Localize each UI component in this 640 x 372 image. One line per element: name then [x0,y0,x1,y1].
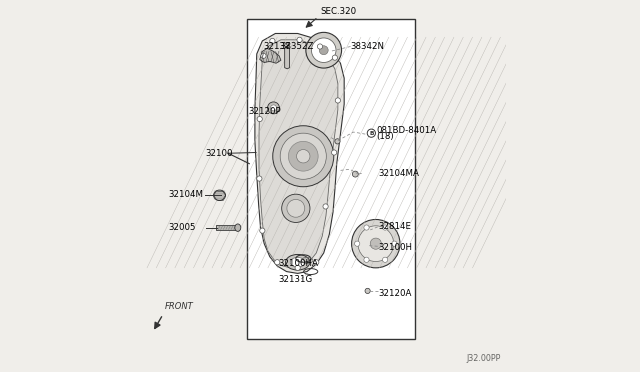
Text: 32120P: 32120P [248,107,281,116]
Circle shape [280,133,326,179]
Circle shape [319,46,328,55]
Circle shape [260,228,265,233]
Text: 32100HA: 32100HA [278,259,318,268]
Text: 32104M: 32104M [168,190,204,199]
Circle shape [287,199,305,217]
Text: 32104MA: 32104MA [379,169,420,178]
Polygon shape [255,33,344,273]
Bar [248,19,415,339]
Circle shape [295,265,300,270]
Text: 38342N: 38342N [351,42,385,51]
Circle shape [270,38,275,44]
Circle shape [271,105,276,111]
Ellipse shape [214,190,225,201]
Circle shape [312,38,336,62]
Circle shape [365,288,370,294]
Ellipse shape [285,254,310,270]
Circle shape [289,141,318,171]
Text: 38352Z: 38352Z [280,42,314,51]
Text: (18): (18) [376,132,394,141]
Text: 32100H: 32100H [379,243,413,251]
Circle shape [296,150,310,163]
Text: J32.00PP: J32.00PP [466,354,500,363]
Polygon shape [285,46,289,69]
Circle shape [297,37,302,42]
Circle shape [383,257,388,262]
Circle shape [257,116,262,122]
Circle shape [332,150,337,155]
Circle shape [392,241,397,246]
Circle shape [358,226,394,262]
Circle shape [351,219,400,268]
Text: 32100: 32100 [205,149,233,158]
Text: 32137: 32137 [264,42,291,51]
Bar [216,225,238,230]
Circle shape [323,204,328,209]
Circle shape [364,225,369,230]
Text: 081BD-8401A: 081BD-8401A [376,126,436,135]
Circle shape [370,238,381,249]
Circle shape [355,241,360,246]
Circle shape [273,126,334,187]
Text: 32120A: 32120A [379,289,412,298]
Circle shape [317,44,323,49]
Polygon shape [260,48,281,63]
Circle shape [257,176,262,181]
Text: 32814E: 32814E [379,222,412,231]
Circle shape [282,194,310,222]
Polygon shape [259,40,338,268]
Ellipse shape [235,224,241,231]
Circle shape [335,139,340,144]
Circle shape [268,102,280,114]
Text: B: B [369,131,374,136]
Circle shape [353,171,358,177]
Circle shape [364,257,369,262]
Circle shape [261,53,266,58]
Ellipse shape [291,257,305,267]
Circle shape [306,32,342,68]
Circle shape [275,260,280,265]
Text: 32005: 32005 [168,223,196,232]
Circle shape [314,260,319,265]
Circle shape [332,55,337,60]
Text: SEC.320: SEC.320 [320,7,356,16]
Text: 32131G: 32131G [278,275,312,284]
Circle shape [367,129,376,137]
Circle shape [383,225,388,230]
Text: FRONT: FRONT [165,302,194,311]
Circle shape [335,98,340,103]
